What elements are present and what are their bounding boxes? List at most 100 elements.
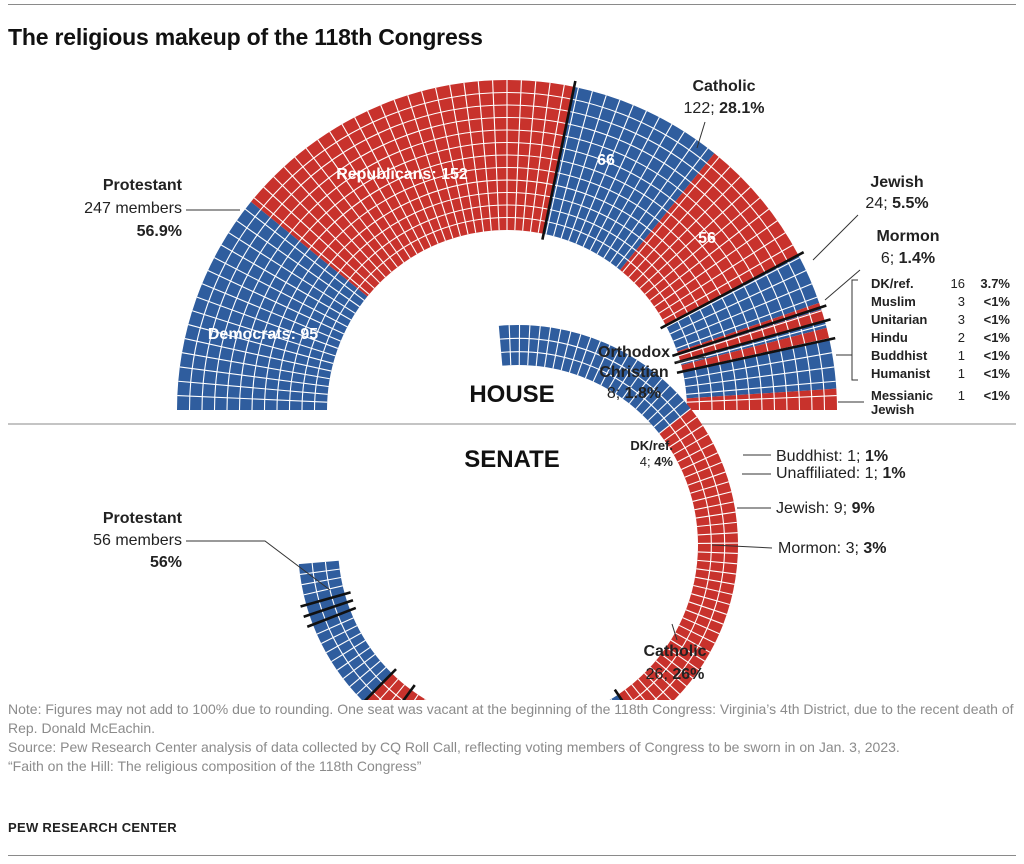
senate-grid-spoke <box>544 327 552 368</box>
senate-mormon-leader <box>711 544 773 549</box>
house-grid-spoke <box>181 352 330 380</box>
top-rule <box>8 4 1016 5</box>
house-hindu-pct: <1% <box>984 330 1011 345</box>
senate-catholic-leader <box>671 623 678 641</box>
house-catholic-republican-count: 56 <box>698 230 716 247</box>
house-humanist-name: Humanist <box>871 366 931 381</box>
senate-grid-spoke <box>635 378 663 410</box>
senate-grid-spoke <box>299 568 340 576</box>
senate-buddhist-democrat-block <box>306 594 348 615</box>
house-messianic-jewish-name: Messianic <box>871 388 933 403</box>
senate-protestant-name: Protestant <box>103 510 183 527</box>
house-grid-spoke <box>658 232 786 314</box>
senate-catholic-count: 26; 26% <box>646 666 705 683</box>
house-grid-spoke <box>317 139 405 263</box>
senate-jewish-divider <box>306 606 357 628</box>
house-messianic-jewish-name-2: Jewish <box>871 402 914 417</box>
house-mormon-name: Mormon <box>876 228 939 245</box>
senate-grid-spoke <box>664 416 698 441</box>
senate-grid-spoke <box>592 344 611 382</box>
senate-grid-spoke <box>688 601 727 615</box>
house-muslim-name: Muslim <box>871 294 916 309</box>
senate-grid-spoke <box>535 326 541 366</box>
house-grid-spoke <box>644 197 761 295</box>
senate-protestant-count: 56 members <box>93 532 182 549</box>
house-grid-spoke <box>407 95 454 239</box>
senate-grid-spoke <box>576 337 592 376</box>
senate-dk-ref-name: DK/ref. <box>630 438 673 453</box>
house-jewish-democrat-block <box>665 255 820 352</box>
house-orthodox-name-2: Christian <box>599 364 668 381</box>
house-grid-spoke <box>184 338 332 372</box>
house-orthodox-leader <box>675 356 707 363</box>
bottom-rule <box>8 855 1016 856</box>
senate-grid-spoke <box>391 684 405 700</box>
house-grid-spoke <box>522 81 537 231</box>
senate-grid-spoke <box>325 632 362 654</box>
house-hindu-count: 2 <box>958 330 965 345</box>
senate-grid-spoke <box>695 511 736 519</box>
senate-grid-spoke <box>691 593 730 606</box>
senate-grid-spoke <box>647 392 678 422</box>
brand-logo-text: PEW RESEARCH CENTER <box>8 820 177 835</box>
house-grid-spoke <box>178 380 328 395</box>
house-democrats-label: Democrats: 95 <box>208 326 318 343</box>
senate-protestant-pct: 56% <box>150 554 182 571</box>
house-grid-spoke <box>633 176 741 284</box>
senate-grid-spoke <box>527 325 531 366</box>
senate-grid-spoke <box>678 624 716 644</box>
house-grid-spoke <box>236 220 360 308</box>
house-grid-spoke <box>354 117 425 251</box>
senate-grid-spoke <box>508 325 512 366</box>
senate-grid-spoke <box>674 632 711 653</box>
senate-catholic-democrat-count: 15 <box>592 615 610 632</box>
house-grid-spoke <box>673 283 813 342</box>
house-grid-spoke <box>628 166 731 278</box>
senate-jewish-democrat-block <box>312 610 392 700</box>
house-grid-spoke <box>666 257 800 328</box>
senate-buddhist-divider <box>300 591 351 608</box>
senate-grid-spoke <box>628 371 655 404</box>
house-label: HOUSE <box>469 381 554 408</box>
senate-jewish-label: Jewish: 9; 9% <box>776 500 875 517</box>
senate-grid-spoke <box>584 340 601 379</box>
house-grid-spoke <box>207 270 345 335</box>
senate-buddhist-label: Buddhist: 1; 1% <box>776 448 888 465</box>
senate-grid-spoke <box>356 666 387 695</box>
house-grid-spoke <box>575 104 634 244</box>
house-mormon-republican-block <box>678 309 825 362</box>
senate-unaffiliated-democrat-block <box>309 602 351 625</box>
senate-catholic-divider <box>402 684 416 700</box>
senate-grid-spoke <box>655 660 687 687</box>
house-unitarian-count: 3 <box>958 312 965 327</box>
house-grid-spoke <box>380 104 439 244</box>
house-grid-spoke <box>669 270 807 335</box>
senate-grid-spoke <box>643 672 672 700</box>
house-orthodox-christian-divider <box>676 336 836 375</box>
house-grid-spoke <box>684 352 833 380</box>
senate-grid-spoke <box>349 660 381 688</box>
house-catholic-republican-block <box>620 153 799 326</box>
house-grid-spoke <box>463 82 485 232</box>
senate-grid-spoke <box>697 551 738 554</box>
house-grid-spoke <box>192 310 336 357</box>
house-grid-spoke <box>244 208 365 301</box>
senate-grid-spoke <box>696 521 737 528</box>
house-grid-spoke <box>649 208 770 301</box>
religion-chart: HOUSE SENATE Democrats: 95 Republicans: 152… <box>8 78 1016 700</box>
house-chart <box>177 79 837 411</box>
senate-protestant-republican-count: 35 <box>432 621 450 638</box>
house-humanist-count: 1 <box>958 366 965 381</box>
house-grid-spoke <box>609 139 697 263</box>
senate-grid-spoke <box>607 354 629 390</box>
house-dk-ref-pct: 3.7% <box>980 276 1010 291</box>
house-grid-spoke <box>582 110 647 248</box>
note-text: Note: Figures may not add to 100% due to… <box>8 701 1014 736</box>
house-grid-spoke <box>622 156 720 273</box>
house-grid-spoke <box>596 123 673 255</box>
house-unitarian-pct: <1% <box>984 312 1011 327</box>
house-grid-spoke <box>639 186 751 289</box>
house-grid-spoke <box>545 87 579 235</box>
house-protestant-name: Protestant <box>103 177 183 194</box>
house-grid-spoke <box>603 131 685 259</box>
